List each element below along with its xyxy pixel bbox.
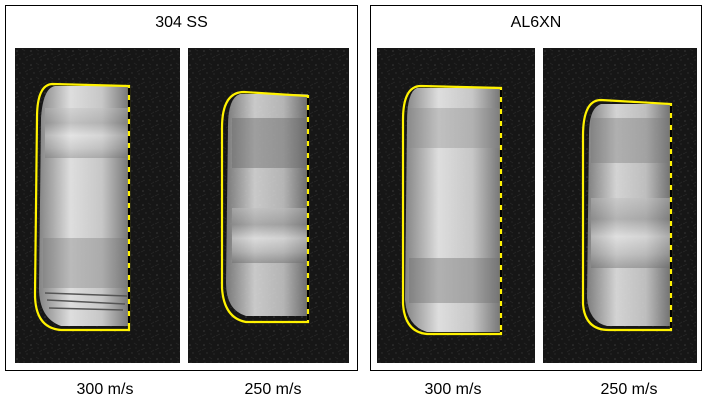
deformation-outline [33,82,131,332]
specimen-photo-300ms [377,48,535,363]
panel-al6xn: AL6XN [370,5,702,371]
panel-title: AL6XN [510,14,562,31]
panel-title: 304 SS [155,14,208,31]
caption-velocity: 250 m/s [600,381,658,398]
specimen-photo-300ms [15,48,180,363]
deformation-outline [220,90,310,324]
specimen-photo-250ms [543,48,697,363]
caption-velocity: 300 m/s [424,381,482,398]
deformation-outline [581,98,673,332]
specimen-photo-250ms [188,48,349,363]
caption-velocity: 250 m/s [244,381,302,398]
caption-velocity: 300 m/s [76,381,134,398]
deformation-outline [401,84,503,336]
panel-304ss: 304 SS [5,5,358,371]
